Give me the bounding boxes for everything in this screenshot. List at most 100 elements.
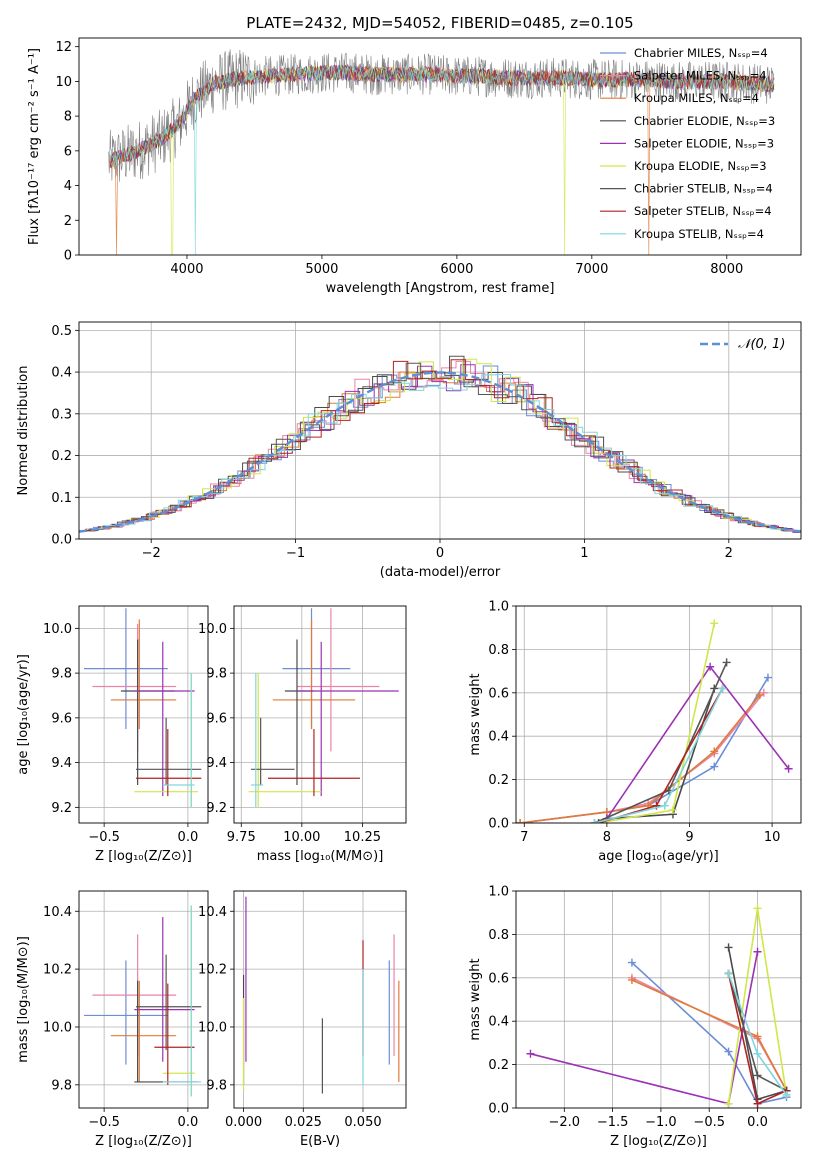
- x-tick-label: 0.0: [178, 1115, 199, 1130]
- panel-age_vs_Z: −0.5 0.0 9.2 9.4 9.6 9.8 10.0 Z [log₁₀(Z/Z⊙)] ag…: [16, 605, 209, 864]
- series-chabrier-miles-marker: [710, 762, 719, 771]
- x-tick-label: 10: [764, 830, 781, 845]
- y-tick-label: 4: [64, 179, 72, 194]
- series-kroupa-miles-marker: [753, 1032, 762, 1041]
- series-chabrier-miles-marker: [763, 673, 772, 682]
- y-tick-label: 10.2: [43, 963, 72, 978]
- legend-entry: Kroupa STELIB, Nₛₛₚ=4: [634, 227, 764, 241]
- x-tick-label: −0.5: [88, 1115, 120, 1130]
- y-axis-label: Flux [fλ10⁻¹⁷ erg cm⁻² s⁻¹ A⁻¹]: [27, 48, 42, 245]
- panel-mass_vs_Z: −0.5 0.0 9.8 10.0 10.2 10.4 Z [log₁₀(Z/Z⊙)] mas…: [16, 890, 209, 1149]
- plot-area: [84, 905, 202, 1097]
- y-tick-label: 10.0: [198, 622, 227, 637]
- y-axis-label: Normed distribution: [16, 366, 31, 496]
- y-tick-label: 0.8: [488, 643, 509, 658]
- y-tick-label: 0.3: [51, 407, 72, 422]
- panel-mass_weight_vs_age: 7 8 9 10 0.0 0.2 0.4 0.6 0.8 1.0 age [log₁₀(age/yr…: [468, 600, 802, 864]
- series-kroupa-stelib-marker: [782, 1090, 791, 1099]
- axes-frame: [78, 890, 209, 1109]
- series-kroupa-stelib-marker: [660, 801, 669, 810]
- series-kroupa-stelib-marker: [753, 1049, 762, 1058]
- histogram-salpeter-elodie: [85, 364, 801, 533]
- y-tick-label: 0: [64, 249, 72, 264]
- axes-frame: [78, 321, 802, 540]
- y-tick-label: 9.2: [206, 801, 227, 816]
- x-axis-label: (data-model)/error: [380, 565, 501, 580]
- axes-frame: [233, 605, 407, 824]
- series-kroupa-miles-marker: [710, 747, 719, 756]
- series-kroupa-miles-marker: [755, 690, 764, 699]
- legend-entry: 𝒩(0, 1): [738, 337, 785, 352]
- y-tick-label: 0.0: [488, 817, 509, 832]
- y-tick-label: 0.4: [51, 366, 72, 381]
- y-tick-label: 10.0: [198, 1020, 227, 1035]
- series-chabrier-elodie-marker: [724, 943, 733, 952]
- y-tick-label: 10: [55, 75, 72, 90]
- y-tick-label: 1.0: [488, 600, 509, 615]
- y-tick-label: 9.8: [206, 1078, 227, 1093]
- y-tick-label: 1.0: [488, 885, 509, 900]
- x-tick-label: −2: [142, 546, 161, 561]
- normal-curve-line: [79, 371, 801, 533]
- y-tick-label: 9.4: [206, 756, 227, 771]
- y-axis-label: mass [log₁₀(M/M⊙)]: [16, 936, 31, 1063]
- x-tick-label: 0.0: [747, 1115, 768, 1130]
- y-tick-label: 6: [64, 144, 72, 159]
- x-tick-label: 0.000: [225, 1115, 262, 1130]
- x-axis-label: Z [log₁₀(Z/Z⊙)]: [95, 1134, 192, 1149]
- series-chabrier-stelib-marker: [753, 1071, 762, 1080]
- x-tick-label: 10.00: [283, 830, 320, 845]
- plot-area: [84, 608, 202, 808]
- series-kroupa-elodie-marker: [668, 805, 677, 814]
- y-tick-label: 0.6: [488, 971, 509, 986]
- series-chabrier-miles-marker: [724, 1047, 733, 1056]
- y-tick-label: 0.0: [51, 533, 72, 548]
- panel-residuals: −2 −1 0 1 2 0.0 0.1 0.2 0.3 0.4 0.5 (data-model)/er…: [16, 321, 802, 580]
- legend-entry: Kroupa ELODIE, Nₛₛₚ=3: [634, 159, 767, 173]
- legend-entry: Kroupa MILES, Nₛₛₚ=4: [634, 91, 759, 105]
- series-salpeter-stelib-marker: [753, 1099, 762, 1108]
- panel-age_vs_mass: 9.75 10.00 10.25 9.2 9.4 9.6 9.8 10.0 mass [log₁…: [198, 605, 407, 864]
- x-tick-label: 2: [725, 546, 733, 561]
- panel-mass_weight_vs_Z: −2.0 −1.5 −1.0 −0.5 0.0 0.0 0.2 0.4 0.6 0.8 1.0 Z […: [468, 885, 802, 1149]
- y-tick-label: 8: [64, 110, 72, 125]
- axes-frame: [78, 605, 209, 824]
- axes-frame: [78, 37, 802, 256]
- y-tick-label: 0.0: [488, 1102, 509, 1117]
- x-tick-label: −1: [286, 546, 305, 561]
- y-tick-label: 0.4: [488, 730, 509, 745]
- y-tick-label: 9.2: [51, 801, 72, 816]
- series-salpeter-miles-marker: [759, 688, 768, 697]
- x-tick-label: 0.050: [344, 1115, 381, 1130]
- series-salpeter-elodie-marker: [753, 947, 762, 956]
- y-tick-label: 9.8: [51, 667, 72, 682]
- series-kroupa-elodie-marker: [753, 904, 762, 913]
- y-tick-label: 0.2: [488, 773, 509, 788]
- y-tick-label: 0.2: [488, 1058, 509, 1073]
- y-tick-label: 10.0: [43, 1020, 72, 1035]
- series-chabrier-miles-line: [631, 962, 787, 1105]
- chart-title: PLATE=2432, MJD=54052, FIBERID=0485, z=0…: [246, 14, 633, 32]
- plot-area: [526, 904, 791, 1108]
- y-tick-label: 0.6: [488, 686, 509, 701]
- x-tick-label: 8: [603, 830, 611, 845]
- plot-area: [108, 49, 775, 255]
- series-kroupa-miles-marker: [516, 819, 525, 823]
- x-tick-label: −1.5: [597, 1115, 629, 1130]
- series-kroupa-elodie-marker: [710, 619, 719, 628]
- series-kroupa-stelib-marker: [718, 684, 727, 693]
- series-kroupa-elodie-line: [598, 623, 716, 823]
- panel-mass_vs_EBV: 0.000 0.025 0.050 9.8 10.0 10.2 10.4 E(B-V): [198, 890, 407, 1149]
- x-tick-label: −0.5: [693, 1115, 725, 1130]
- series-salpeter-elodie-marker: [784, 764, 793, 773]
- series-salpeter-stelib-marker: [594, 819, 603, 823]
- y-tick-label: 10.2: [198, 963, 227, 978]
- y-tick-label: 9.6: [51, 711, 72, 726]
- y-tick-label: 10.4: [43, 905, 72, 920]
- y-tick-label: 10.4: [198, 905, 227, 920]
- y-tick-label: 9.6: [206, 711, 227, 726]
- x-tick-label: −1.0: [645, 1115, 677, 1130]
- y-tick-label: 0.2: [51, 449, 72, 464]
- x-tick-label: 7: [520, 830, 528, 845]
